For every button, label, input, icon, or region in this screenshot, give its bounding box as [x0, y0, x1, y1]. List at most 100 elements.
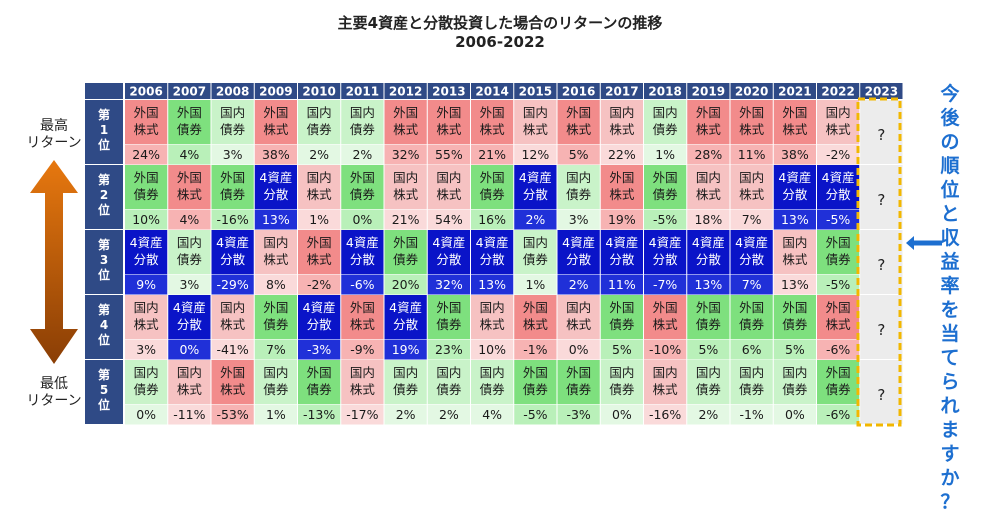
cell-asset-name: 国内 — [220, 300, 245, 315]
cell-asset-name: 4資産 — [303, 300, 336, 315]
cell-return-bg — [471, 144, 514, 165]
cell-asset-name: 国内 — [566, 300, 591, 315]
year-header-bg — [427, 83, 470, 99]
cell-asset-name: 外国 — [739, 300, 764, 315]
cell-asset-bg — [341, 100, 384, 144]
cell-return-value: -41% — [216, 342, 248, 357]
cell-return-bg — [817, 339, 860, 360]
cell-asset-name: 債券 — [307, 122, 333, 137]
cell-asset-bg — [341, 295, 384, 339]
cell-return-bg — [600, 209, 643, 230]
cell-asset-bg — [341, 360, 384, 404]
cell-return-value: 20% — [392, 277, 420, 292]
cell-return-bg — [773, 339, 816, 360]
rank-label-3: 位 — [98, 267, 110, 282]
cell-asset-name: 外国 — [826, 300, 851, 315]
cell-asset-name: 外国 — [480, 170, 505, 185]
year-header-2020: 2020 — [735, 85, 768, 99]
cell-asset-bg — [730, 295, 773, 339]
cell-asset-bg — [471, 100, 514, 144]
cell-asset-bg — [211, 295, 254, 339]
cell-asset-name: 債券 — [177, 252, 203, 267]
cell-asset-bg — [211, 165, 254, 209]
cell-return-value: 0% — [179, 342, 199, 357]
cell-asset-bg — [817, 295, 860, 339]
future-cell-bg — [860, 295, 903, 359]
cell-return-bg — [211, 209, 254, 230]
cell-return-value: -1% — [739, 407, 763, 422]
cell-return-value: 2% — [309, 147, 329, 162]
cell-return-bg — [211, 339, 254, 360]
cell-asset-bg — [471, 230, 514, 274]
cell-asset-name: 外国 — [782, 105, 807, 120]
cell-asset-name: 分散 — [436, 252, 462, 267]
cell-return-value: 21% — [392, 212, 420, 227]
cell-return-value: 11% — [608, 277, 636, 292]
rank-label-4: 第 — [98, 302, 110, 317]
cell-asset-bg — [211, 360, 254, 404]
cell-return-value: 2% — [396, 407, 416, 422]
cell-asset-bg — [644, 360, 687, 404]
future-cell-bg — [860, 100, 903, 164]
cell-return-bg — [125, 209, 168, 230]
cell-return-bg — [644, 339, 687, 360]
cell-return-value: -5% — [523, 407, 547, 422]
cell-asset-name: 国内 — [350, 105, 375, 120]
cell-return-value: -7% — [653, 277, 677, 292]
cell-return-value: -2% — [826, 147, 850, 162]
cell-asset-bg — [687, 230, 730, 274]
cell-asset-name: 国内 — [696, 365, 721, 380]
chart-subtitle: 2006-2022 — [455, 33, 545, 51]
cell-asset-name: 4資産 — [432, 235, 465, 250]
cell-return-bg — [817, 274, 860, 295]
cell-asset-name: 債券 — [696, 317, 722, 332]
cell-return-value: 9% — [136, 277, 156, 292]
cell-asset-name: 国内 — [393, 365, 418, 380]
cell-asset-name: 外国 — [653, 170, 678, 185]
cell-asset-bg — [427, 165, 470, 209]
year-header-2006: 2006 — [129, 85, 162, 99]
cell-return-value: -5% — [653, 212, 677, 227]
cell-asset-bg — [125, 360, 168, 404]
cell-asset-name: 株式 — [609, 187, 635, 202]
cell-return-value: 13% — [781, 277, 809, 292]
cell-return-value: 3% — [569, 212, 589, 227]
cell-asset-bg — [600, 360, 643, 404]
cell-return-bg — [427, 274, 470, 295]
cell-return-bg — [341, 404, 384, 425]
cell-return-bg — [471, 339, 514, 360]
cell-return-bg — [514, 144, 557, 165]
cell-return-bg — [471, 404, 514, 425]
cell-return-value: 54% — [435, 212, 463, 227]
year-header-bg — [557, 83, 600, 99]
cell-asset-name: 外国 — [782, 300, 807, 315]
cell-asset-name: 4資産 — [822, 170, 855, 185]
cell-asset-name: 債券 — [393, 252, 419, 267]
cell-asset-name: 債券 — [393, 382, 419, 397]
cell-asset-name: 外国 — [739, 105, 764, 120]
cell-return-bg — [644, 404, 687, 425]
cell-asset-bg — [817, 360, 860, 404]
year-header-bg — [730, 83, 773, 99]
cell-return-value: -11% — [173, 407, 205, 422]
cell-return-value: 38% — [262, 147, 290, 162]
rank-label-2: 位 — [98, 202, 110, 217]
cell-return-bg — [125, 404, 168, 425]
cell-asset-name: 債券 — [696, 382, 722, 397]
cell-asset-name: 株式 — [653, 317, 679, 332]
cell-return-value: 6% — [742, 342, 762, 357]
cell-return-bg — [773, 404, 816, 425]
cell-asset-bg — [557, 100, 600, 144]
year-header-2010: 2010 — [302, 85, 335, 99]
year-header-bg — [384, 83, 427, 99]
cell-asset-name: 分散 — [826, 187, 852, 202]
cell-asset-name: 外国 — [177, 170, 202, 185]
cell-return-bg — [254, 274, 297, 295]
cell-return-bg — [427, 339, 470, 360]
year-header-2018: 2018 — [648, 85, 681, 99]
cell-return-bg — [125, 144, 168, 165]
rank-label-4: 4 — [100, 318, 108, 332]
cell-return-value: 3% — [136, 342, 156, 357]
cell-return-bg — [254, 404, 297, 425]
cell-asset-name: 債券 — [653, 187, 679, 202]
